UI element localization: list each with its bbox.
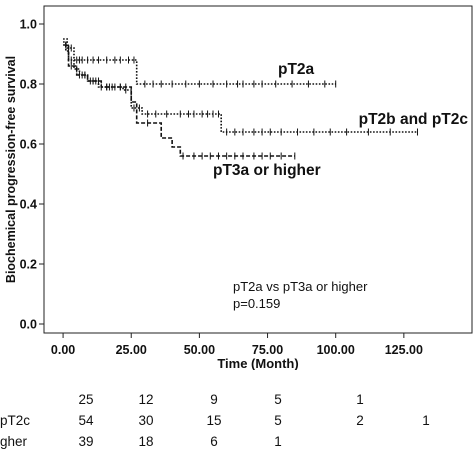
risk-cell: 5 bbox=[274, 392, 282, 407]
y-axis-label: Biochemical progression-free survival bbox=[4, 56, 18, 283]
risk-cell: 15 bbox=[206, 413, 222, 428]
plot-frame bbox=[43, 5, 473, 334]
y-tick-label: 0.0 bbox=[20, 318, 37, 332]
x-tick-label: 25.00 bbox=[116, 343, 147, 357]
risk-cell: 30 bbox=[138, 413, 154, 428]
risk-row-label: pT2c bbox=[0, 413, 31, 428]
series-label: pT2b and pT2c bbox=[359, 111, 469, 128]
chart-series bbox=[63, 38, 418, 160]
risk-cell: 39 bbox=[78, 434, 94, 449]
x-tick-label: 100.00 bbox=[317, 343, 355, 357]
risk-row: 25 12 9 5 1 bbox=[0, 392, 474, 412]
y-tick-label: 1.0 bbox=[20, 18, 37, 32]
chart-labels: Time (Month) Biochemical progression-free… bbox=[4, 56, 468, 370]
risk-cell: 54 bbox=[78, 413, 94, 428]
series-label: pT2a bbox=[278, 61, 315, 78]
risk-cell: 2 bbox=[356, 413, 364, 428]
x-tick-label: 75.00 bbox=[252, 343, 283, 357]
x-tick-label: 0.00 bbox=[51, 343, 75, 357]
risk-cell: 1 bbox=[356, 392, 364, 407]
y-tick-label: 0.4 bbox=[20, 198, 37, 212]
chart-axes: 0.00 25.00 50.00 75.00 100.00 125.00 0.0 0.2 0.4… bbox=[20, 5, 473, 357]
survival-chart: 0.00 25.00 50.00 75.00 100.00 125.00 0.0 0.2 0.4… bbox=[4, 5, 473, 370]
risk-cell: 6 bbox=[210, 434, 218, 449]
x-axis-label: Time (Month) bbox=[217, 356, 298, 370]
risk-cell: 18 bbox=[138, 434, 154, 449]
y-tick-label: 0.6 bbox=[20, 138, 37, 152]
risk-cell: 1 bbox=[274, 434, 282, 449]
series-label: pT3a or higher bbox=[213, 162, 321, 179]
annotation-text: p=0.159 bbox=[233, 296, 280, 311]
risk-row: pT2c 54 30 15 5 2 1 bbox=[0, 413, 474, 433]
x-tick-label: 50.00 bbox=[184, 343, 215, 357]
y-tick-label: 0.8 bbox=[20, 78, 37, 92]
risk-cell: 1 bbox=[422, 413, 430, 428]
x-tick-label: 125.00 bbox=[385, 343, 423, 357]
risk-cell: 9 bbox=[210, 392, 218, 407]
series-line bbox=[63, 41, 418, 133]
series-line bbox=[63, 38, 336, 85]
risk-row: gher 39 18 6 1 bbox=[0, 434, 474, 454]
risk-cell: 25 bbox=[78, 392, 94, 407]
risk-row-label: gher bbox=[0, 434, 28, 449]
risk-cell: 12 bbox=[138, 392, 154, 407]
risk-cell: 5 bbox=[274, 413, 282, 428]
annotation-text: pT2a vs pT3a or higher bbox=[233, 279, 368, 294]
y-tick-label: 0.2 bbox=[20, 258, 37, 272]
series-line bbox=[63, 44, 295, 157]
